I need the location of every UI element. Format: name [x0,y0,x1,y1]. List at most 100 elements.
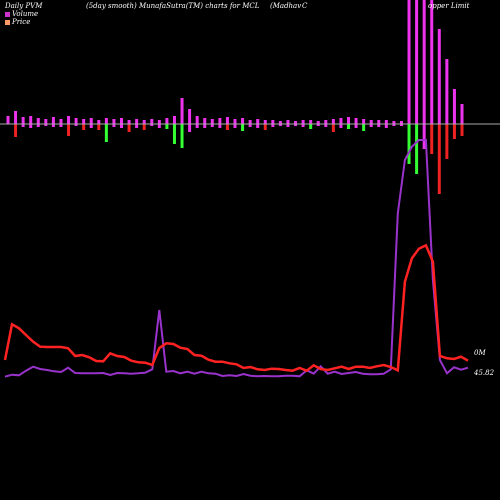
volume-bar-up [180,98,184,124]
volume-bar-up [203,118,207,124]
volume-bar-up [165,118,169,124]
volume-bar-down [452,124,456,139]
volume-bar-down [339,124,343,128]
legend-price-label: Price [12,18,31,26]
volume-bar-up [36,118,40,124]
volume-bar-down [331,124,335,132]
volume-bar-down [233,124,237,128]
volume-bar-up [97,120,101,124]
price-line [3,243,469,373]
legend-price: Price [5,18,30,26]
volume-bar-up [29,116,33,124]
volume-bar-down [377,124,381,127]
volume-bar-down [14,124,18,137]
volume-bar-up [51,117,55,124]
volume-bar-down [407,124,411,164]
volume-bar-down [44,124,48,126]
volume-bar-up [339,118,343,124]
volume-bar-up [112,119,116,124]
volume-bar-up [384,120,388,124]
volume-bar-up [392,121,396,124]
volume-bar-down [384,124,388,128]
volume-bar-down [316,124,320,126]
volume-bar-up [14,111,18,124]
volume-bar-up [127,120,131,124]
volume-bar-down [188,124,192,132]
company-name-part-2: C [302,2,308,10]
volume-bar-down [82,124,86,130]
volume-bar-up [354,118,358,124]
volume-bar-up [430,0,434,124]
volume-bar-down [97,124,101,130]
volume-bar-down [157,124,161,128]
volume-bar-down [142,124,146,130]
volume-bar-down [445,124,449,159]
volume-bar-up [195,116,199,124]
volume-bar-down [324,124,328,127]
volume-bar-up [82,119,86,124]
volume-bar-down [256,124,260,128]
volume-bar-down [263,124,267,130]
volume-bar-up [362,119,366,124]
volume-bar-down [195,124,199,128]
volume-bar-up [67,116,71,124]
volume-bar-up [150,119,154,124]
legend-volume-label: Volume [12,10,39,18]
volume-bar-down [59,124,63,127]
company-name-part-1: (Madhav [270,2,302,10]
volume-bar-down [437,124,441,194]
volume-bar-up [347,117,350,124]
volume-axis-label: 0M [474,349,486,357]
volume-bar-down [218,124,222,128]
volume-bar-up [452,89,456,124]
volume-bar-up [256,119,260,124]
volume-bar-down [225,124,229,130]
volume-bar-up [59,119,63,124]
volume-bar-down [399,124,403,126]
volume-bar-down [74,124,78,126]
volume-bar-up [120,118,123,124]
volume-bar-up [21,117,25,124]
volume-bar-up [172,116,176,124]
volume-line [4,139,469,378]
volume-bar-down [29,124,33,128]
chart-title: (5day smooth) MunafaSutra(TM) charts for… [86,2,260,10]
volume-bar-down [354,124,358,128]
volume-bar-up [233,119,237,124]
volume-bar-up [301,120,305,124]
chart-period-label: Daily PVM [5,2,43,10]
volume-bar-down [241,124,245,131]
volume-bar-up [437,29,441,124]
volume-bar-up [104,118,108,124]
volume-bar-down [286,124,290,127]
volume-bar-up [278,121,282,124]
volume-bar-up [225,117,229,124]
volume-bar-up [6,116,10,124]
volume-bar-down [415,124,419,174]
volume-bar-down [301,124,305,127]
volume-bar-up [218,118,222,124]
volume-bar-up [407,0,411,124]
volume-bar-down [369,124,373,127]
volume-bar-down [89,124,93,128]
volume-bar-down [271,124,275,127]
legend-volume-swatch [5,11,10,17]
volume-bar-down [51,124,55,127]
volume-bar-up [135,119,139,124]
volume-bar-up [248,120,252,124]
volume-bar-up [263,120,267,124]
company-name-part-3: opper Limit [428,2,470,10]
volume-bar-down [165,124,169,129]
volume-bar-down [392,124,396,126]
volume-bar-down [36,124,40,127]
volume-bar-down [135,124,139,128]
volume-bar-up [74,118,78,124]
volume-bar-up [188,109,192,124]
volume-bar-down [248,124,252,127]
volume-bar-up [415,0,419,124]
volume-bar-down [67,124,71,136]
volume-bar-down [21,124,25,127]
volume-bar-down [210,124,214,127]
volume-bar-down [278,124,282,126]
